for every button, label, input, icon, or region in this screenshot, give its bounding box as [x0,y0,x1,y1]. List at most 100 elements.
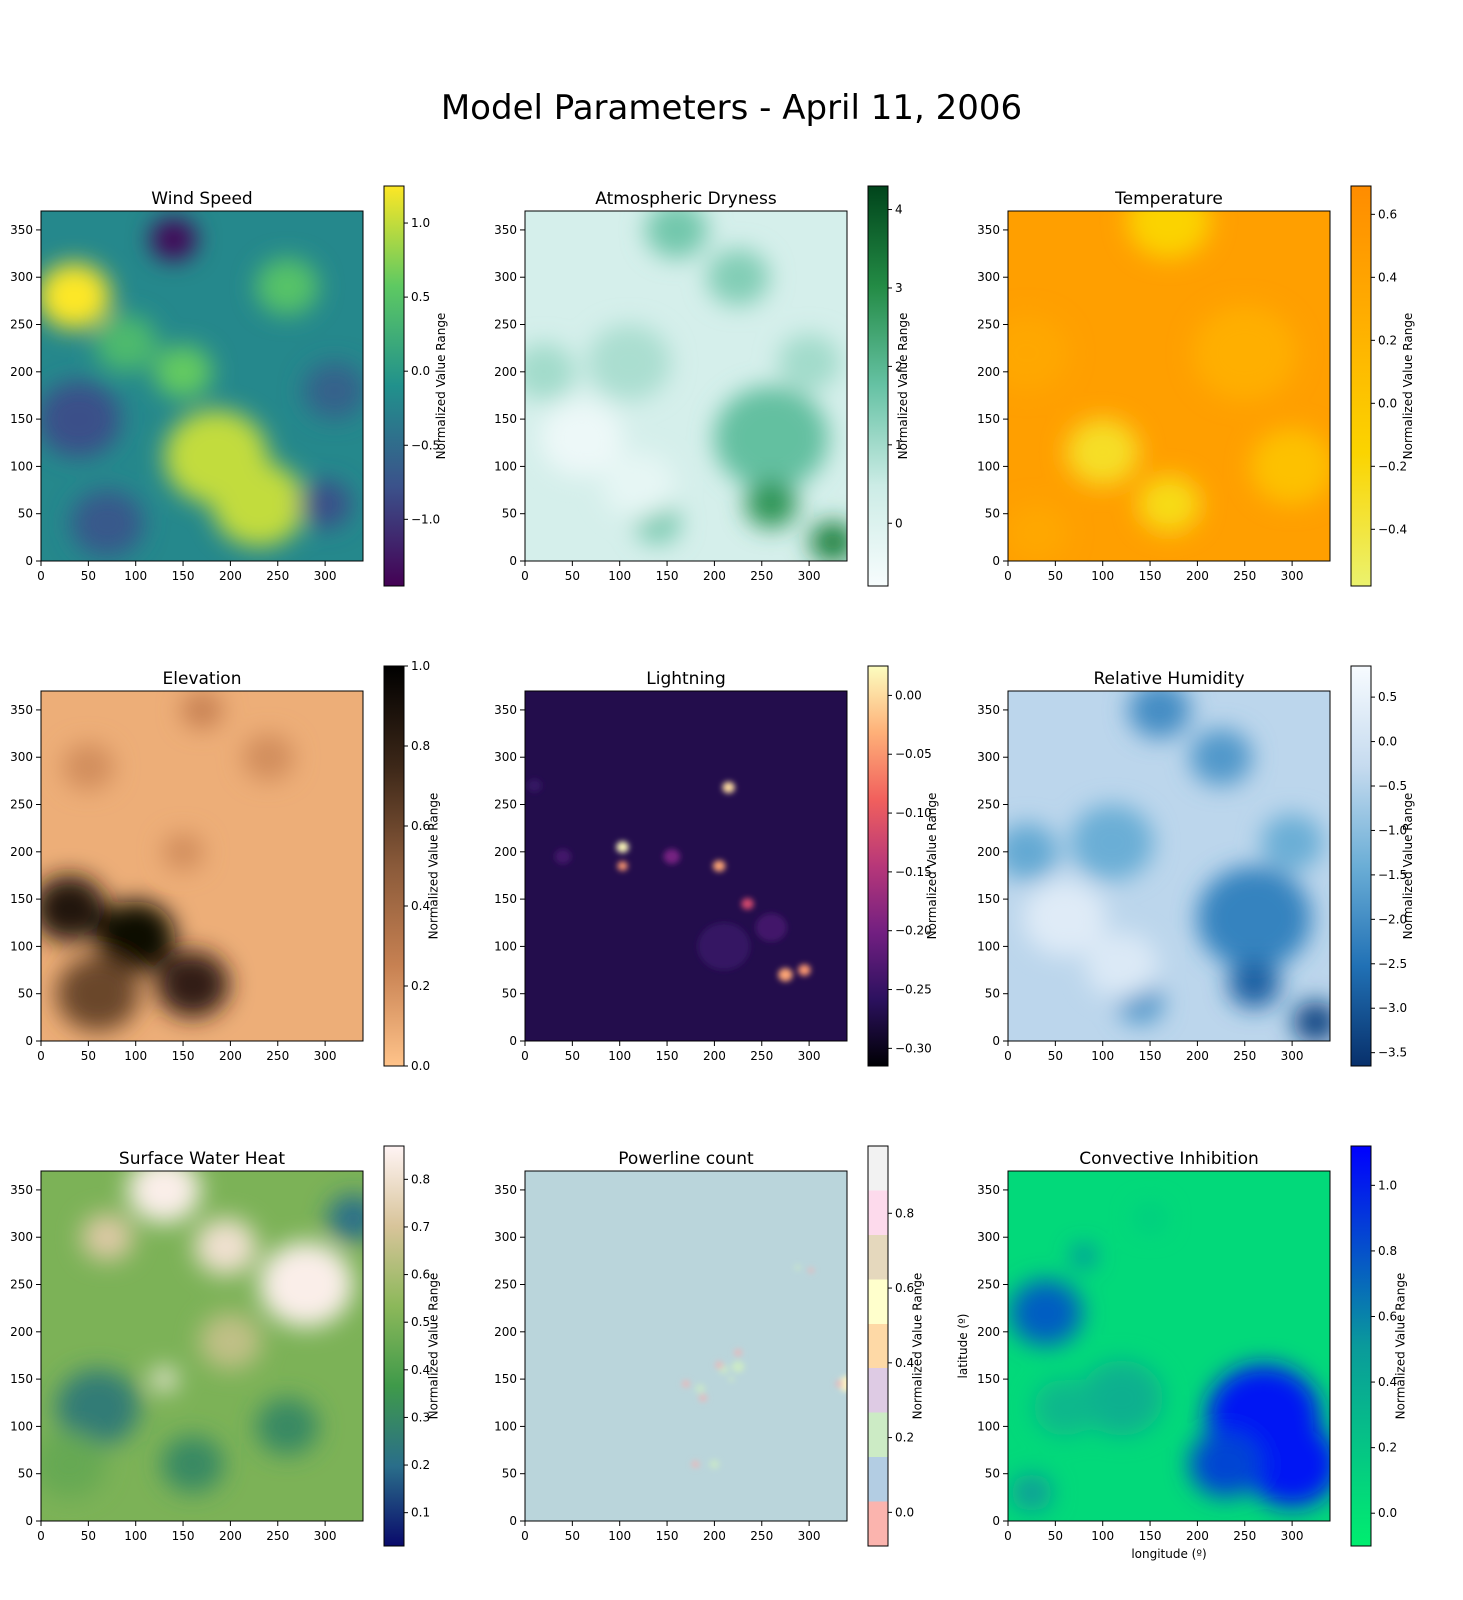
colorbar-tick-label: −0.10 [895,806,932,820]
x-tick-label: 250 [266,1049,289,1063]
y-tick-label: 150 [10,1372,33,1386]
heatmap-area [41,1171,363,1521]
colorbar-tick-label: 0.6 [895,1281,914,1295]
plot-frame [524,690,848,1042]
colorbar-tick-label: 0.2 [895,1431,914,1445]
colorbar-tick-label: 0.0 [1378,396,1397,410]
y-tick-label: 100 [10,939,33,953]
y-tick-label: 100 [494,1419,517,1433]
heatmap-feature [94,315,158,372]
plot-frame [524,1170,848,1522]
y-tick-label: 200 [977,845,1000,859]
chart-panel-6: Surface Water Heat 0 50 100 150 200 250 300 0 50 1… [10,1145,441,1547]
colorbar-tick-label: −0.4 [1378,522,1407,536]
heatmap-feature [1245,1421,1330,1507]
x-tick-label: 0 [521,1529,529,1543]
plot-frame [40,1170,364,1522]
colorbar-tick-label: 0.0 [1378,1506,1397,1520]
colorbar-tick-label: −0.05 [895,747,932,761]
chart-panel-8: Convective Inhibition 0 50 100 150 200 250 300 0… [956,1145,1408,1561]
colorbar-tick-label: 0.6 [1378,1309,1397,1323]
colorbar-label: Normalized Value Range [1394,1273,1408,1420]
x-tick-label: 200 [219,1049,242,1063]
heatmap-feature [41,1431,106,1498]
x-tick-label: 150 [656,1529,679,1543]
x-tick-label: 250 [750,1049,773,1063]
y-tick-label: 300 [494,750,517,764]
y-tick-label: 0 [992,554,1000,568]
x-tick-label: 100 [124,1049,147,1063]
colorbar-tick-label: −0.25 [895,983,932,997]
heatmap-feature [151,1367,177,1391]
colorbar-tick-label: 0 [895,516,903,530]
x-tick-label: 50 [1048,1049,1063,1063]
y-tick-label: 0 [509,1034,517,1048]
heatmap-feature [663,848,681,865]
colorbar-tick-label: 0.6 [411,1268,430,1282]
colorbar-label: Normalized Value Range [896,313,910,460]
y-tick-label: 50 [985,507,1000,521]
plot-frame [1007,1170,1331,1522]
colorbar [1350,665,1372,1067]
heatmap-area [1008,1171,1330,1521]
x-tick-label: 300 [314,569,337,583]
colorbar-tick-label: −2.0 [1378,912,1407,926]
x-tick-label: 250 [266,1529,289,1543]
heatmap-features [525,211,847,561]
heatmap-feature [645,211,708,259]
heatmap-feature [1008,823,1059,881]
y-tick-label: 250 [10,1278,33,1292]
heatmap-feature [1250,428,1330,505]
colorbar-tick-label: 0.7 [411,1220,430,1234]
colorbar-tick-label: 0.6 [411,819,430,833]
heatmap-feature [1008,504,1068,561]
heatmap-feature [616,841,629,853]
colorbar-tick-label: −0.2 [1378,459,1407,473]
y-tick-label: 150 [977,412,1000,426]
x-tick-label: 0 [521,1049,529,1063]
y-tick-label: 300 [977,750,1000,764]
heatmap-feature [303,362,363,420]
colorbar [867,1145,889,1547]
heatmap-feature [153,345,213,399]
x-tick-label: 50 [81,1049,96,1063]
y-tick-label: 50 [502,507,517,521]
y-tick-label: 150 [10,892,33,906]
colorbar-label: Normalized Value Range [434,313,448,460]
y-tick-label: 250 [977,1278,1000,1292]
y-tick-label: 300 [10,270,33,284]
colorbar-tick-label: 0.6 [1378,207,1397,221]
plot-frame [40,690,364,1042]
heatmap-feature [691,1460,700,1469]
x-tick-label: 0 [37,569,45,583]
y-tick-label: 100 [494,459,517,473]
chart-panel-3: Elevation 0 50 100 150 200 250 300 0 50 100 150 200 2… [10,659,441,1073]
figure-title: Model Parameters - April 11, 2006 [440,88,1023,128]
y-tick-label: 300 [10,1230,33,1244]
colorbar-tick-label: 0.0 [411,364,430,378]
x-axis-label: longitude (º) [1131,1547,1206,1561]
heatmap-feature [1192,305,1297,401]
colorbar-tick-label: −3.5 [1378,1046,1407,1060]
heatmap-background [525,1171,847,1521]
x-tick-label: 150 [656,1049,679,1063]
heatmap-feature [527,778,542,793]
heatmap-feature [1228,960,1281,1008]
y-tick-label: 100 [10,1419,33,1433]
heatmap-feature [127,1171,201,1224]
heatmap-area [525,1171,847,1521]
y-tick-label: 100 [494,939,517,953]
heatmap-feature [540,400,624,476]
heatmap-feature [181,691,223,729]
y-tick-label: 100 [977,459,1000,473]
heatmap-feature [712,860,726,872]
heatmap-feature [1127,211,1211,259]
colorbar-label: Normalized Value Range [427,1273,441,1420]
colorbar-tick-label: 0.5 [411,1315,430,1329]
heatmap-feature [602,452,676,519]
heatmap-area [41,691,363,1041]
x-tick-label: 250 [750,1529,773,1543]
heatmap-features [41,218,363,557]
x-tick-label: 100 [608,1049,631,1063]
